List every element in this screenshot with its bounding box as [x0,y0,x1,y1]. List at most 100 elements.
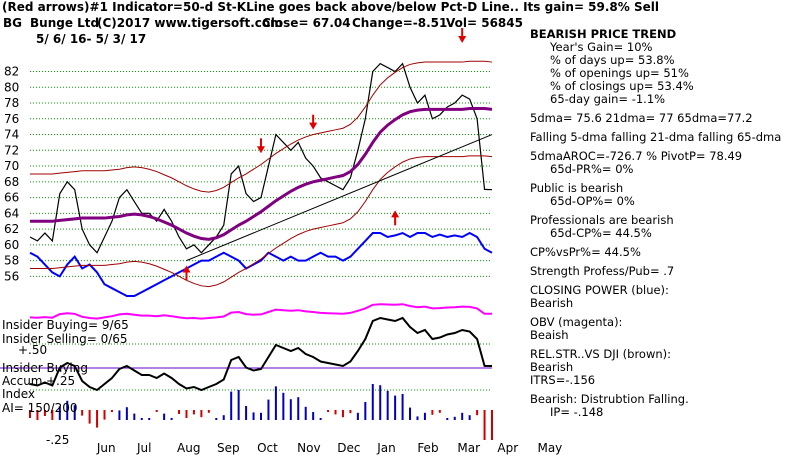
accum-bar [297,397,300,420]
accum-bar [438,410,441,413]
insider-selling-label: Insider Selling= 0/65 [2,332,128,346]
cp-line: 65d-CP%= 44.5% [550,226,652,240]
accum-bar [260,412,262,420]
accum-bar [371,384,374,420]
ticker: BG [3,16,22,30]
buy-arrow-head [391,210,400,218]
x-tick-label: Dec [337,441,360,455]
relstr-title: REL.STR..VS DJI (brown): [530,347,672,361]
accum-bar [446,418,449,420]
y-tick-label: 64 [4,206,19,220]
insider-buying-label: Insider Buying= 9/65 [2,318,129,332]
copyright: (C)2017 www.tigersoft.com [97,16,283,30]
accum-bar [207,410,210,413]
close-value: Close= 67.04 [262,16,351,30]
x-tick-label: Jan [376,441,396,455]
ma-line: 5dma= 75.6 21dma= 77 65dma=77.2 [530,111,753,125]
y-tick-label: 74 [4,128,19,142]
sell-arrow-head [309,122,318,130]
accum-bar [58,406,61,420]
accum-bar [178,410,181,414]
accum-bar [267,399,270,420]
accum-bar [73,405,76,420]
accum-bar [200,410,203,418]
x-tick-label: Oct [257,441,278,455]
x-tick-label: Jun [96,441,116,455]
accum-bar [409,407,412,420]
volume-value: Vol= 56845 [446,16,523,30]
x-tick-label: Jul [136,441,151,455]
x-tick-label: Nov [297,441,320,455]
stats-panel: BEARISH PRICE TREND Year's Gain= 10% % o… [530,28,798,419]
plus-25-label: +.25 [46,374,75,388]
accum-bar [185,410,188,418]
y-tick-label: 76 [4,112,19,126]
pro-title: Professionals are bearish [530,213,674,227]
y-tick-label: 68 [4,175,19,189]
accum-bar [155,410,158,412]
sell-arrow-head [257,146,265,154]
strength-line: Strength Profess/Pub= .7 [530,264,675,278]
x-axis-labels: Jun Jul Aug Sep Oct Nov Dec Jan Feb Mar Apr May [96,441,562,455]
public-title: Public is bearish [530,181,624,195]
series-lines [29,60,493,392]
accum-bar [282,392,285,420]
obv-title: OBV (magenta): [530,315,623,329]
accum-bar [110,410,113,412]
accum-bar [103,410,106,420]
insider-buying-label-2: Insider Buying [2,361,88,375]
accum-bar [401,394,404,420]
closing-power-value: Bearish [530,296,574,310]
trendline [186,134,493,262]
series-obv [29,303,493,320]
accum-bar [364,402,367,420]
accum-bar [252,412,255,420]
accum-bar [81,410,84,416]
aroc-line: 5dmaAROC=-726.7 % PivotP= 78.49 [530,149,743,163]
series-rel-strength [29,316,493,392]
accum-bar [192,410,195,415]
x-tick-label: Sep [217,441,240,455]
accum-bar [66,400,69,420]
accum-bar [51,410,54,420]
plus-50-label: +.50 [18,343,47,357]
accum-bar [140,418,143,420]
accum-bar [237,390,240,420]
ai-label: AI= 150/200 [2,401,77,415]
y-tick-label: 62 [4,222,19,236]
x-tick-label: May [537,441,562,455]
y-tick-label: 56 [4,269,19,283]
accum-bar [319,418,322,420]
accum-bar [386,390,389,420]
accum-bar [133,413,136,420]
accum-bar [453,416,456,420]
distribution-line: Bearish: Distrubtion Falling. [530,392,689,406]
accum-bar [304,406,307,420]
x-tick-label: Apr [497,441,518,455]
series-65-dma [30,107,493,241]
accum-bar [43,410,46,416]
series-closing-power [29,231,493,298]
accum-bar [163,413,166,420]
buy-arrow-head [182,265,191,273]
accum-bar [431,410,434,415]
accum-bar [416,416,419,420]
accum-label: Accum [2,374,43,388]
x-tick-label: Mar [457,441,480,455]
company-name: Bunge Ltd [30,16,99,30]
date-range: 5/ 6/ 16- 5/ 3/ 17 [36,32,146,46]
y-tick-label: 82 [4,65,19,79]
stat-line: Year's Gain= 10% [550,40,653,54]
accum-bar [379,385,382,420]
accum-bar [476,410,479,416]
accum-bar [274,386,277,420]
pr-line: 65d-PR%= 0% [550,162,634,176]
relstr-value: Bearish [530,360,574,374]
accum-bar [423,412,426,420]
stat-line: % of days up= 53.8% [550,53,675,67]
accum-bar [468,415,471,420]
itrs-line: ITRS=-.156 [530,373,596,387]
y-tick-label: 80 [4,80,19,94]
x-tick-label: Feb [417,441,438,455]
accum-bar [334,410,337,415]
